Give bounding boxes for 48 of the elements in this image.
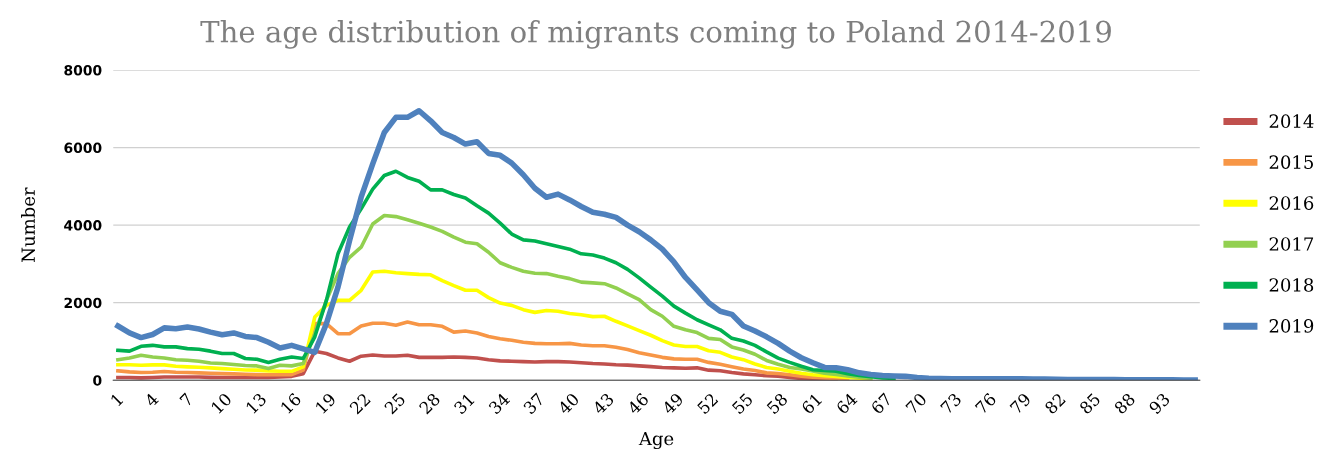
legend-label: 2019 bbox=[1269, 319, 1314, 333]
x-tick-label: 31 bbox=[453, 393, 475, 415]
x-tick-label: 64 bbox=[835, 392, 858, 415]
x-axis-title: Age bbox=[638, 431, 674, 450]
x-tick-label: 76 bbox=[974, 392, 997, 415]
x-tick-label: 73 bbox=[939, 392, 962, 415]
y-tick-label: 6000 bbox=[64, 142, 102, 154]
legend-label: 2017 bbox=[1269, 237, 1314, 251]
x-tick-label: 16 bbox=[280, 392, 302, 415]
x-tick-label: 46 bbox=[626, 392, 650, 416]
x-tick-label: 40 bbox=[557, 392, 580, 416]
x-tick-label: 19 bbox=[314, 392, 337, 415]
x-tick-label: 43 bbox=[591, 392, 615, 416]
x-tick-label: 85 bbox=[1078, 392, 1101, 415]
x-tick-label: 37 bbox=[522, 392, 545, 415]
y-tick-label: 0 bbox=[93, 375, 102, 386]
x-tick-label: 49 bbox=[661, 392, 685, 416]
x-tick-label: 4 bbox=[143, 392, 160, 408]
x-tick-label: 7 bbox=[179, 392, 194, 407]
x-tick-label: 70 bbox=[905, 392, 928, 415]
line-series bbox=[116, 320, 850, 381]
x-tick-label: 79 bbox=[1009, 392, 1032, 415]
y-tick-label: 2000 bbox=[64, 297, 102, 309]
x-tick-label: 13 bbox=[245, 392, 267, 415]
y-tick-label: 8000 bbox=[64, 65, 102, 76]
line-series bbox=[116, 169, 896, 381]
x-tick-label: 55 bbox=[731, 392, 754, 415]
x-tick-label: 25 bbox=[383, 392, 406, 415]
x-tick-label: 88 bbox=[1113, 392, 1136, 415]
chart-title: The age distribution of migrants coming to Poland 2014-2019 bbox=[200, 20, 1111, 49]
x-tick-label: 28 bbox=[418, 392, 441, 415]
x-tick-label: 61 bbox=[800, 393, 823, 415]
legend-label: 2018 bbox=[1269, 278, 1314, 292]
x-tick-label: 34 bbox=[488, 392, 511, 415]
x-tick-label: 52 bbox=[696, 392, 719, 415]
legend-label: 2016 bbox=[1269, 196, 1314, 210]
line-series bbox=[116, 269, 873, 381]
y-axis-title: Number bbox=[21, 187, 35, 262]
legend-label: 2015 bbox=[1269, 155, 1313, 169]
x-tick-label: 67 bbox=[870, 392, 893, 415]
x-tick-label: 1 bbox=[110, 393, 124, 407]
x-tick-label: 58 bbox=[766, 392, 789, 415]
x-tick-label: 22 bbox=[348, 392, 371, 415]
x-tick-label: 93 bbox=[1148, 392, 1171, 415]
x-tick-label: 82 bbox=[1043, 392, 1066, 415]
legend-label: 2014 bbox=[1269, 114, 1314, 128]
y-tick-label: 4000 bbox=[64, 220, 102, 231]
x-tick-label: 10 bbox=[210, 392, 233, 415]
